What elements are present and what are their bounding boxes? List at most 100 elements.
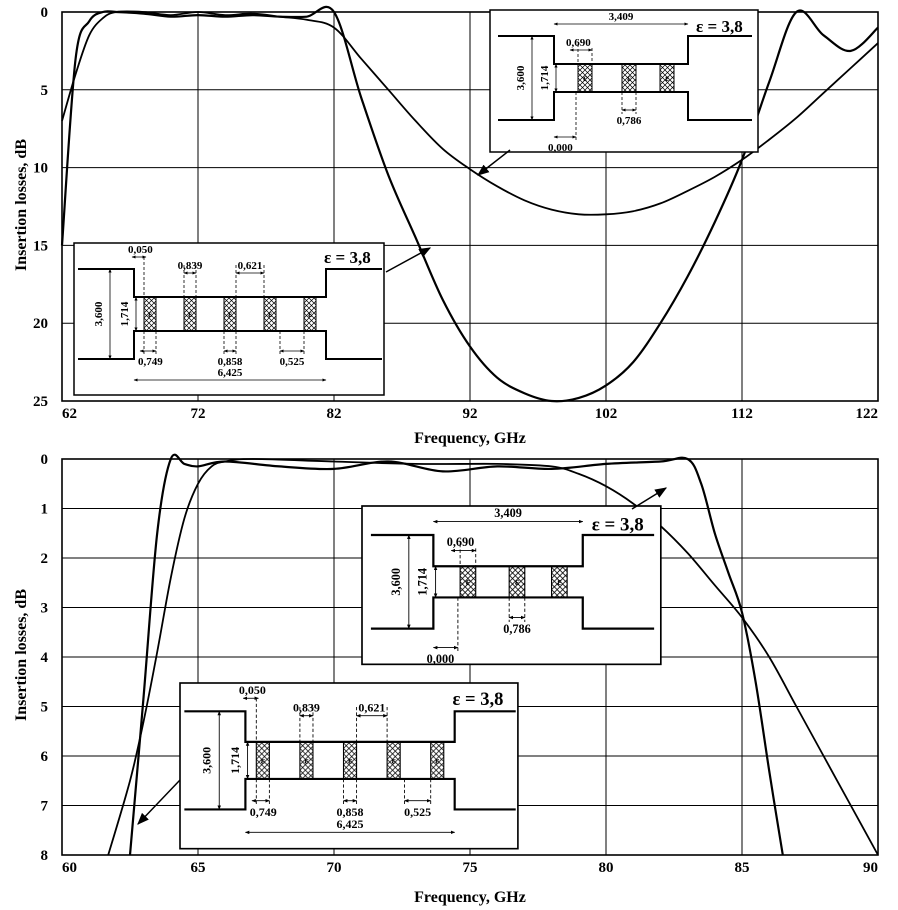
- pointer-arrow: [477, 149, 511, 176]
- cell-epsilon-label: ε: [268, 309, 272, 319]
- dielectric-cell: [299, 741, 314, 780]
- dielectric-cell: [255, 741, 270, 780]
- y-tick-label: 0: [41, 5, 49, 21]
- waveguide-bottom-wall: [370, 596, 655, 630]
- epsilon-label: ε = 3,8: [592, 515, 644, 536]
- cell-epsilon-label: ε: [466, 577, 471, 588]
- dimension-label: 3,409: [494, 506, 522, 520]
- y-tick-label: 3: [41, 601, 49, 617]
- cell-epsilon-label: ε: [583, 73, 587, 83]
- x-tick-label: 65: [191, 860, 206, 876]
- y-tick-label: 8: [41, 848, 49, 864]
- dimension-label: 0,786: [617, 115, 642, 127]
- dielectric-cell: [183, 296, 197, 332]
- dimension-label: 0,525: [280, 356, 305, 368]
- dimension-label: 0,839: [178, 260, 203, 272]
- dimension-label: 6,425: [337, 817, 364, 831]
- inset-five-cell-top: ε ε ε ε ε ε = 3,8 0,050 0,839 0,621 3,600 1,714 0,7…: [73, 242, 385, 396]
- cell-epsilon-label: ε: [435, 756, 439, 767]
- y-tick-label: 2: [41, 551, 49, 567]
- dimension-label: 3,409: [609, 11, 634, 23]
- x-tick-label: 72: [191, 406, 206, 422]
- y-tick-label: 15: [33, 238, 48, 254]
- inset-three-cell-top: ε ε ε 3,409 ε = 3,8 0,690 3,600 1,714 0,786 0,000: [489, 9, 759, 154]
- y-tick-label: 10: [33, 161, 48, 177]
- x-tick-label: 80: [599, 860, 614, 876]
- epsilon-label: ε = 3,8: [696, 17, 743, 36]
- dielectric-cell: [508, 565, 526, 598]
- x-tick-label: 90: [863, 860, 878, 876]
- dimension-label: 0,000: [548, 142, 573, 154]
- inset-three-cell-bottom: ε ε ε 3,409 ε = 3,8 0,690 3,600 1,714 0,786 0,000: [361, 505, 662, 666]
- waveguide-top-wall: [370, 533, 655, 568]
- pointer-arrow: [385, 247, 432, 273]
- cell-epsilon-label: ε: [304, 756, 308, 767]
- dimension-label: 0,050: [239, 683, 266, 697]
- x-tick-label: 70: [327, 860, 342, 876]
- dielectric-cell: [386, 741, 401, 780]
- x-tick-label: 92: [463, 406, 478, 422]
- dimension-label: 0,749: [138, 356, 163, 368]
- dimension-label: 0,690: [447, 535, 475, 549]
- top-y-axis-title: Insertion losses, dB: [13, 139, 30, 271]
- y-tick-label: 0: [41, 452, 49, 468]
- dimension-label: 0,690: [566, 37, 591, 49]
- dimension-label: 1,714: [119, 301, 131, 326]
- dimension-label: 0,050: [128, 244, 153, 256]
- dielectric-cell: [342, 741, 358, 780]
- dimension-label: 3,600: [93, 301, 105, 326]
- series-line-1: [128, 453, 784, 856]
- dielectric-cell: [577, 63, 593, 93]
- dimension-label: 3,600: [389, 568, 403, 596]
- cell-epsilon-label: ε: [148, 309, 152, 319]
- x-tick-label: 75: [463, 860, 478, 876]
- dielectric-cell: [659, 63, 675, 93]
- epsilon-label: ε = 3,8: [324, 248, 371, 267]
- x-tick-label: 102: [595, 406, 618, 422]
- bottom-y-axis-title: Insertion losses, dB: [13, 589, 30, 721]
- cell-epsilon-label: ε: [627, 73, 631, 83]
- epsilon-label: ε = 3,8: [453, 689, 504, 710]
- series-line-2: [107, 458, 879, 856]
- cell-epsilon-label: ε: [188, 309, 192, 319]
- x-tick-label: 62: [62, 406, 77, 422]
- dimension-label: 0,621: [358, 700, 385, 714]
- y-tick-label: 1: [41, 502, 49, 518]
- cell-epsilon-label: ε: [557, 577, 562, 588]
- dielectric-cell: [303, 296, 317, 332]
- dimension-label: 0,749: [250, 805, 277, 819]
- dielectric-cell: [143, 296, 157, 332]
- dimension-label: 0,000: [427, 652, 455, 666]
- pointer-arrow: [631, 487, 668, 510]
- y-tick-label: 7: [41, 799, 49, 815]
- series-line-2: [61, 10, 879, 216]
- dimension-label: 1,714: [228, 747, 242, 774]
- dielectric-cell: [621, 63, 637, 93]
- y-tick-label: 5: [41, 700, 49, 716]
- waveguide-top-wall: [498, 35, 752, 65]
- y-tick-label: 20: [33, 316, 48, 332]
- inset-five-cell-bottom: ε ε ε ε ε ε = 3,8 0,050 0,839 0,621 3,600 1,714 0,7…: [179, 682, 519, 850]
- cell-epsilon-label: ε: [261, 756, 265, 767]
- dimension-label: 0,786: [503, 622, 531, 636]
- dimension-label: 3,600: [200, 747, 214, 774]
- cell-epsilon-label: ε: [308, 309, 312, 319]
- x-tick-label: 82: [327, 406, 342, 422]
- dielectric-cell: [550, 565, 568, 598]
- dimension-label: 1,714: [539, 65, 551, 90]
- cell-epsilon-label: ε: [515, 577, 520, 588]
- cell-epsilon-label: ε: [392, 756, 396, 767]
- dimension-label: 6,425: [218, 367, 243, 379]
- cell-epsilon-label: ε: [665, 73, 669, 83]
- y-tick-label: 4: [41, 650, 49, 666]
- x-tick-label: 85: [735, 860, 750, 876]
- y-tick-label: 5: [41, 83, 49, 99]
- dimension-label: 0,621: [238, 260, 263, 272]
- dimension-label: 0,839: [293, 700, 320, 714]
- x-tick-label: 60: [62, 860, 77, 876]
- x-tick-label: 112: [731, 406, 753, 422]
- dimension-label: 0,858: [337, 805, 364, 819]
- cell-epsilon-label: ε: [348, 756, 352, 767]
- axis-titles: Frequency, GHz Insertion losses, dB Freq…: [13, 139, 526, 906]
